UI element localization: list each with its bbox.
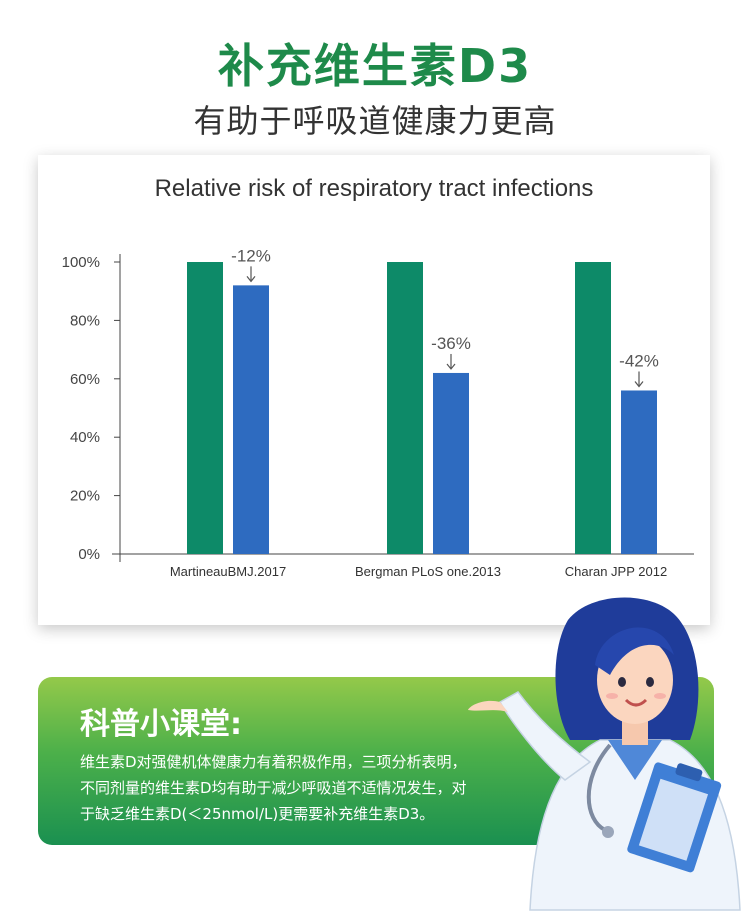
bar-series2-0 xyxy=(233,285,269,554)
info-line: 维生素D对强健机体健康力有着积极作用，三项分析表明， xyxy=(80,753,467,771)
reduction-annotation: -12% xyxy=(231,246,271,265)
bar-series2-2 xyxy=(621,390,657,554)
y-tick-label: 100% xyxy=(62,254,100,271)
doctor-illustration xyxy=(468,597,741,911)
chart-card: Relative risk of respiratory tract infec… xyxy=(38,155,710,625)
reduction-annotation: -36% xyxy=(431,334,471,353)
reduction-annotation: -42% xyxy=(619,351,659,370)
annotation-arrowhead xyxy=(246,275,256,283)
bar-series1-1 xyxy=(387,262,423,554)
page-subtitle: 有助于呼吸道健康力更高 xyxy=(193,102,557,140)
y-tick-label: 60% xyxy=(70,371,100,388)
x-tick-label: MartineauBMJ.2017 xyxy=(170,564,286,579)
y-tick-label: 0% xyxy=(78,546,100,563)
y-tick-label: 80% xyxy=(70,312,100,329)
bar-series2-1 xyxy=(433,372,469,554)
info-line: 不同剂量的维生素D均有助于减少呼吸道不适情况发生，对 xyxy=(80,779,467,797)
info-box-title: 科普小课堂: xyxy=(80,707,242,742)
bar-series1-0 xyxy=(187,262,223,554)
annotation-arrowhead xyxy=(446,363,456,370)
bar-series1-2 xyxy=(575,262,611,554)
page-title: 补充维生素D3 xyxy=(217,39,533,93)
y-tick-label: 20% xyxy=(70,488,100,505)
x-tick-label: Bergman PLoS one.2013 xyxy=(355,564,501,579)
info-line: 于缺乏维生素D(＜25nmol/L)更需要补充维生素D3。 xyxy=(80,805,435,823)
x-tick-label: Charan JPP 2012 xyxy=(565,564,667,579)
y-tick-label: 40% xyxy=(70,429,100,446)
info-box-text: 维生素D对强健机体健康力有着积极作用，三项分析表明， 不同剂量的维生素D均有助于… xyxy=(80,749,540,827)
annotation-arrowhead xyxy=(634,381,644,388)
bar-chart: 0% 20% 40% 60% 80% 100% MartineauBMJ.2017 -12% B… xyxy=(62,246,694,579)
chart-title: Relative risk of respiratory tract infec… xyxy=(154,175,594,202)
